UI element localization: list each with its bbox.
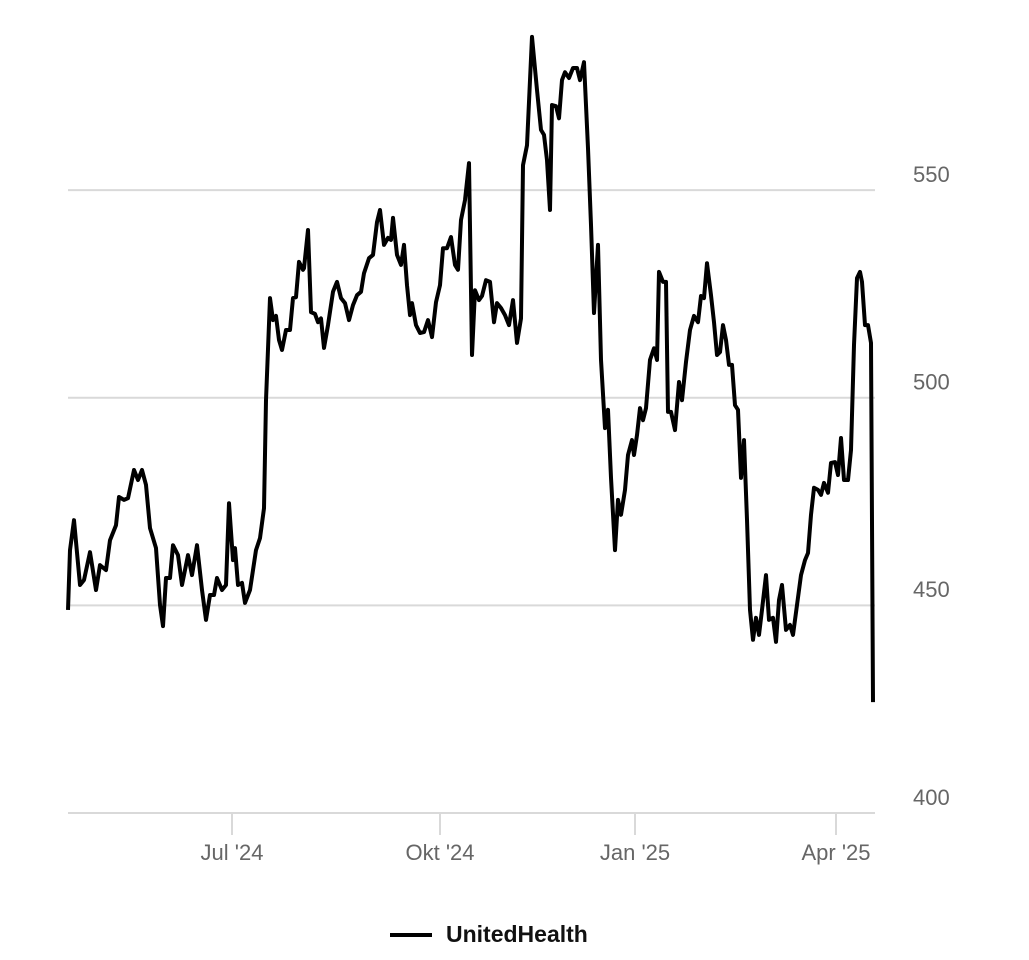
x-tick-label: Jul '24 bbox=[201, 840, 264, 865]
legend-label: UnitedHealth bbox=[446, 921, 588, 947]
y-tick-label: 550 bbox=[913, 162, 950, 187]
x-tick-label: Okt '24 bbox=[405, 840, 474, 865]
y-tick-label: 500 bbox=[913, 370, 950, 395]
y-tick-label: 450 bbox=[913, 577, 950, 602]
price-line bbox=[66, 34, 875, 703]
y-tick-label: 400 bbox=[913, 785, 950, 810]
x-tick-label: Apr '25 bbox=[801, 840, 870, 865]
x-tick-label: Jan '25 bbox=[600, 840, 670, 865]
